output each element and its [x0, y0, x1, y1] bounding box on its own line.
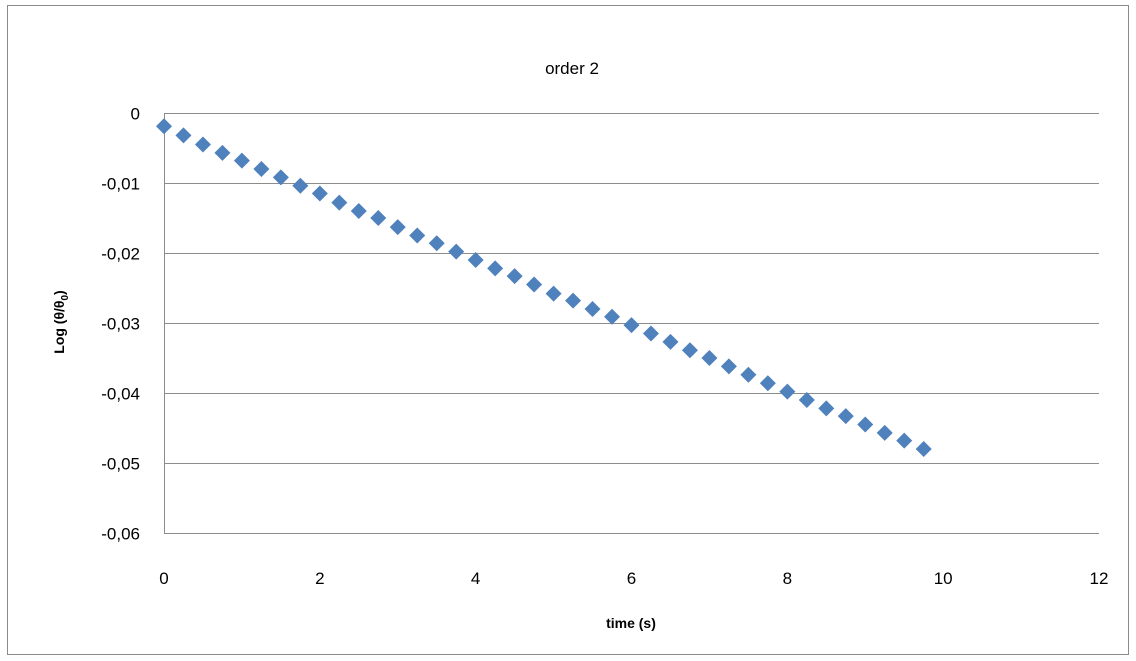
- data-point: [526, 276, 543, 293]
- x-tick-label: 2: [315, 569, 324, 588]
- data-point: [759, 375, 776, 392]
- data-point: [214, 144, 231, 161]
- y-axis-label-base: Log (θ/θ: [51, 301, 67, 354]
- data-point: [272, 169, 289, 186]
- data-point: [604, 308, 621, 325]
- x-tick-label: 0: [159, 569, 168, 588]
- y-axis-label-subscript: 0: [60, 295, 71, 301]
- data-point: [175, 127, 192, 144]
- data-point: [409, 227, 426, 244]
- data-point: [350, 203, 367, 219]
- data-point: [915, 441, 932, 457]
- data-point: [642, 325, 659, 342]
- y-tick-labels: 0 -0,01 -0,02 -0,03 -0,04 -0,05 -0,06: [101, 105, 140, 544]
- data-point: [681, 342, 698, 359]
- data-point: [428, 235, 445, 252]
- data-point: [292, 177, 309, 194]
- data-point: [253, 161, 270, 177]
- data-point: [156, 118, 172, 135]
- data-point: [740, 366, 757, 383]
- data-point: [389, 219, 406, 236]
- data-point: [720, 358, 737, 375]
- data-point: [798, 392, 815, 408]
- gridlines: [164, 113, 1099, 464]
- data-point: [876, 424, 893, 441]
- data-point: [467, 252, 484, 268]
- x-tick-label: 6: [627, 569, 636, 588]
- data-point: [837, 408, 854, 425]
- data-point: [331, 194, 348, 211]
- y-axis-label: Log (θ/θ0): [51, 290, 71, 353]
- chart-title: order 2: [545, 59, 599, 78]
- data-point: [565, 292, 582, 309]
- y-tick-label: -0,03: [101, 315, 140, 334]
- x-tick-label: 10: [934, 569, 953, 588]
- data-point: [370, 210, 387, 226]
- data-point: [487, 260, 504, 277]
- axes: [164, 113, 1099, 534]
- data-point: [194, 136, 211, 153]
- data-point: [623, 317, 640, 334]
- data-point: [545, 285, 562, 302]
- y-axis-label-close: ): [51, 290, 67, 295]
- data-points: [156, 118, 932, 457]
- x-tick-label: 8: [783, 569, 792, 588]
- y-tick-label: -0,05: [101, 455, 140, 474]
- data-point: [662, 333, 679, 350]
- x-tick-label: 12: [1090, 569, 1109, 588]
- data-point: [896, 432, 913, 449]
- data-point: [701, 350, 718, 366]
- y-tick-label: 0: [131, 105, 140, 124]
- data-point: [311, 185, 328, 202]
- y-tick-label: -0,02: [101, 245, 140, 264]
- x-tick-label: 4: [471, 569, 480, 588]
- x-tick-labels: 0 2 4 6 8 10 12: [159, 569, 1108, 588]
- data-point: [448, 243, 465, 260]
- data-point: [506, 268, 523, 285]
- data-point: [857, 416, 874, 433]
- x-axis-label: time (s): [606, 615, 656, 631]
- data-point: [584, 301, 601, 317]
- y-tick-label: -0,01: [101, 175, 140, 194]
- y-tick-label: -0,06: [101, 525, 140, 544]
- data-point: [233, 152, 250, 169]
- data-point: [779, 383, 796, 400]
- data-point: [818, 400, 835, 417]
- y-tick-label: -0,04: [101, 385, 140, 404]
